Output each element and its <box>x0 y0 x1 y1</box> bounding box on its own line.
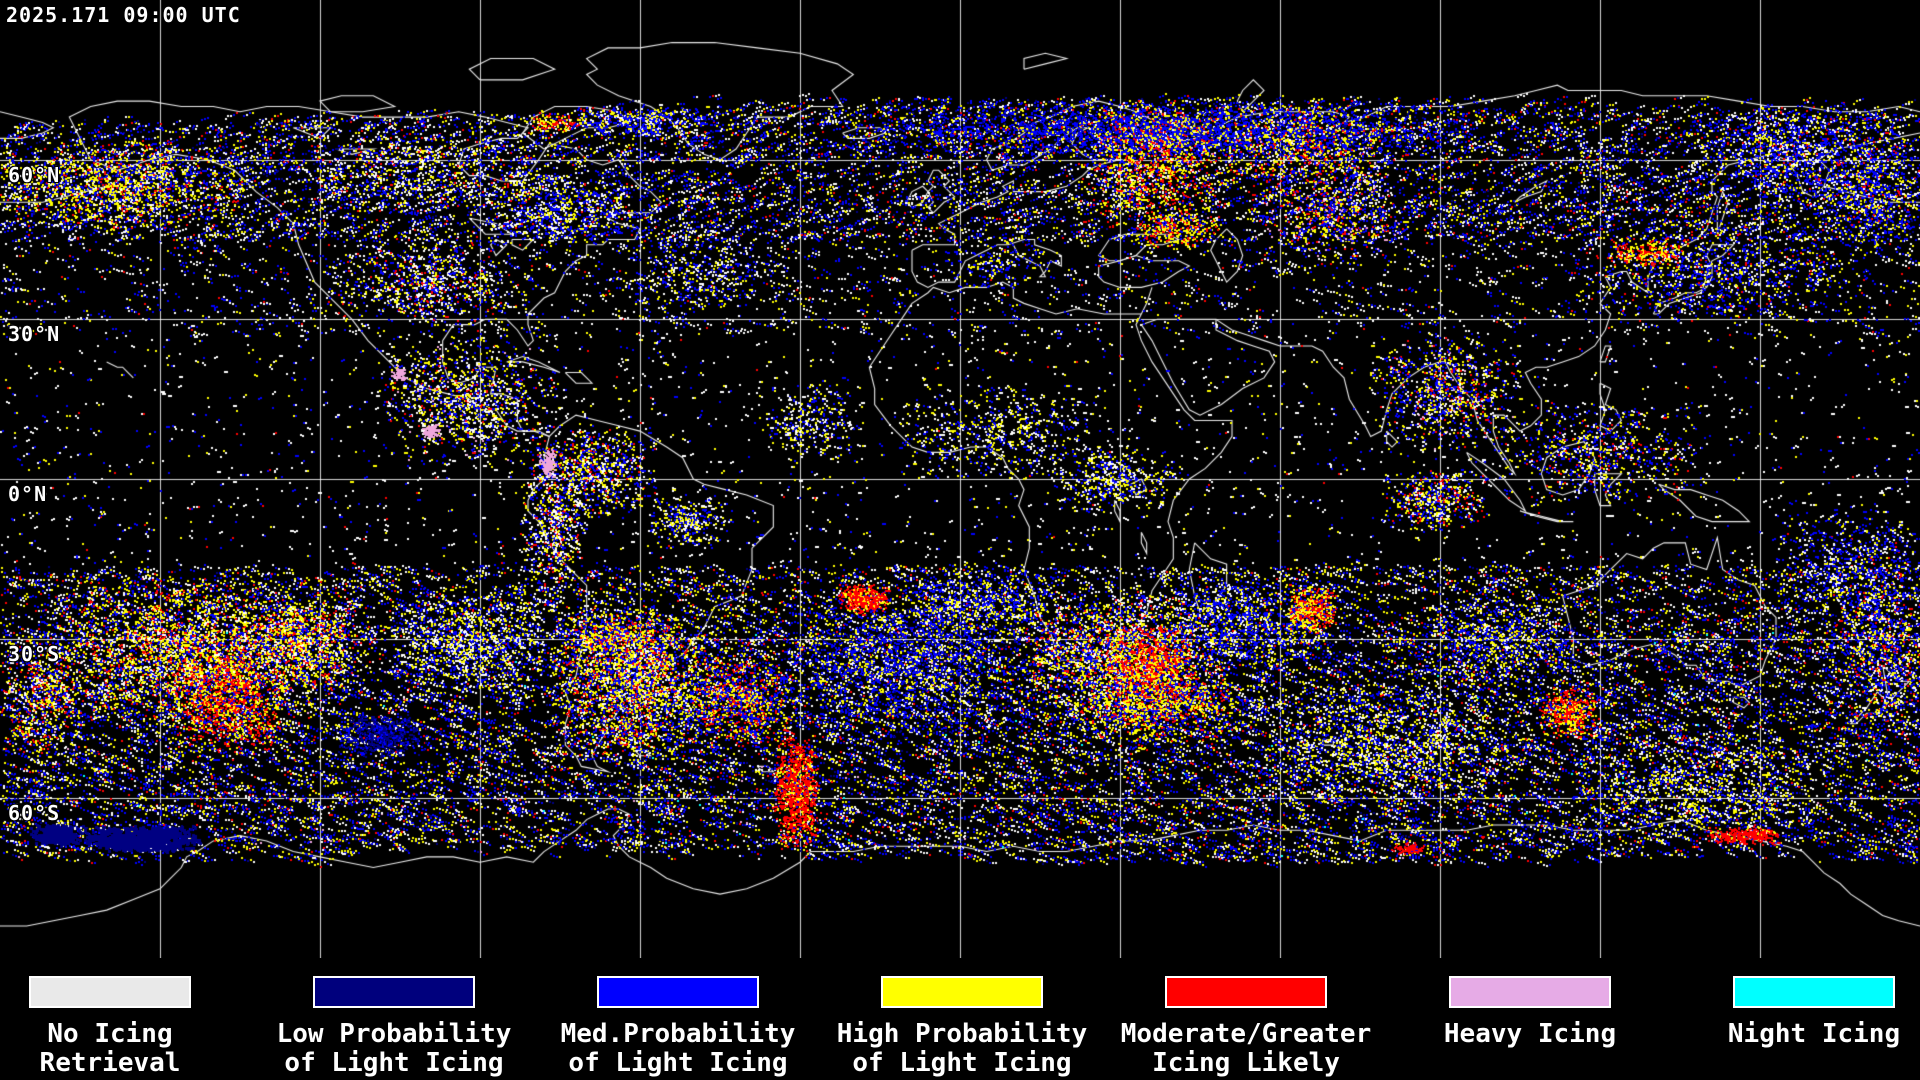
legend-label: Med.Probability of Light Icing <box>560 1019 796 1078</box>
legend-item-med-probability: Med.Probability of Light Icing <box>518 976 838 1078</box>
legend-item-high-probability: High Probability of Light Icing <box>802 976 1122 1078</box>
world-map-canvas <box>0 0 1920 958</box>
lat-label-60n: 60°N <box>8 163 61 187</box>
legend-item-low-probability: Low Probability of Light Icing <box>234 976 554 1078</box>
lat-label-30n: 30°N <box>8 322 61 346</box>
legend-item-night-icing: Night Icing <box>1654 976 1920 1049</box>
legend-item-moderate-greater: Moderate/Greater Icing Likely <box>1086 976 1406 1078</box>
legend-label: Low Probability of Light Icing <box>276 1019 512 1078</box>
world-map: 2025.171 09:00 UTC 60°N 30°N 0°N 30°S 60… <box>0 0 1920 958</box>
night-icing-swatch <box>1733 976 1895 1008</box>
legend-label: Night Icing <box>1727 1019 1901 1049</box>
moderate-greater-swatch <box>1165 976 1327 1008</box>
legend-item-no-icing: No Icing Retrieval <box>0 976 270 1078</box>
legend-label: High Probability of Light Icing <box>836 1019 1088 1078</box>
no-icing-swatch <box>29 976 191 1008</box>
legend-label: Heavy Icing <box>1443 1019 1617 1049</box>
lat-label-60s: 60°S <box>8 801 61 825</box>
timestamp-label: 2025.171 09:00 UTC <box>6 3 241 27</box>
high-probability-swatch <box>881 976 1043 1008</box>
legend-label: Moderate/Greater Icing Likely <box>1120 1019 1372 1078</box>
heavy-icing-swatch <box>1449 976 1611 1008</box>
legend-bar: No Icing Retrieval Low Probability of Ligh… <box>0 958 1920 1080</box>
low-probability-swatch <box>313 976 475 1008</box>
med-probability-swatch <box>597 976 759 1008</box>
lat-label-0n: 0°N <box>8 482 48 506</box>
lat-label-30s: 30°S <box>8 642 61 666</box>
legend-label: No Icing Retrieval <box>39 1019 181 1078</box>
legend-item-heavy-icing: Heavy Icing <box>1370 976 1690 1049</box>
